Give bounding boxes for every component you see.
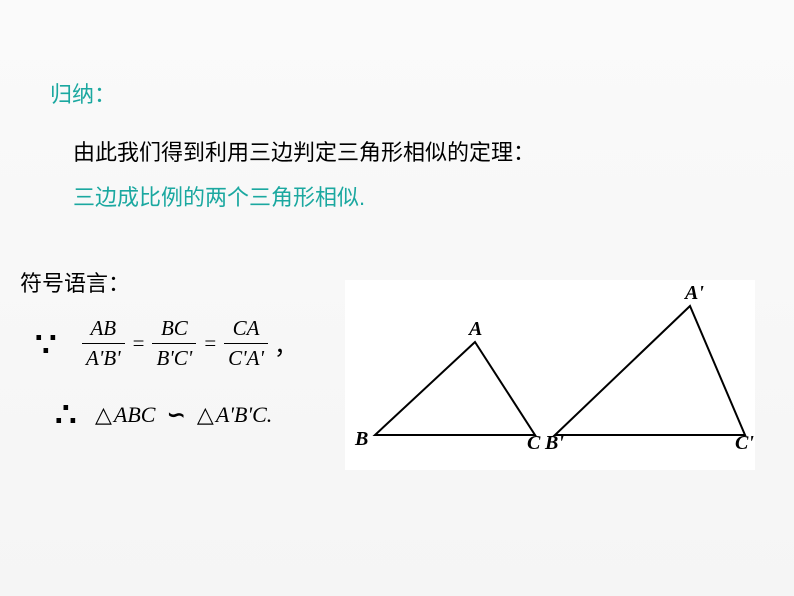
- fraction-1: AB A'B': [82, 316, 125, 371]
- equals-2: =: [204, 331, 216, 356]
- point-aprime-label: A': [685, 282, 704, 305]
- triangles-diagram: A B C A' B' C': [345, 280, 755, 470]
- frac1-numerator: AB: [86, 316, 120, 343]
- therefore-symbol: ∴: [55, 395, 77, 435]
- abc-label: ABC: [114, 402, 156, 427]
- ratio-equation: AB A'B' = BC B'C' = CA C'A' ，: [80, 316, 298, 371]
- fraction-3: CA C'A': [224, 316, 268, 371]
- point-bprime-label: B': [545, 432, 564, 455]
- conclusion-statement: △ABC ∽ △A'B'C.: [95, 402, 272, 428]
- frac3-numerator: CA: [229, 316, 264, 343]
- equals-1: =: [133, 331, 145, 356]
- theorem-statement: 三边成比例的两个三角形相似.: [73, 180, 365, 212]
- point-cprime-label: C': [735, 432, 754, 455]
- frac3-denominator: C'A': [224, 343, 268, 371]
- summary-header: 归纳：: [50, 77, 116, 109]
- point-b-label: B: [355, 428, 368, 451]
- aprime-label: A'B'C.: [216, 402, 272, 427]
- triangle-symbol-1: △: [95, 402, 112, 427]
- frac2-denominator: B'C': [152, 343, 196, 371]
- symbolic-language-label: 符号语言：: [20, 266, 130, 298]
- similar-symbol: ∽: [167, 402, 185, 428]
- frac1-denominator: A'B': [82, 343, 125, 371]
- intro-text: 由此我们得到利用三边判定三角形相似的定理：: [73, 135, 535, 167]
- because-symbol: ∵: [35, 325, 57, 365]
- triangle-aprime: [555, 306, 745, 435]
- fraction-2: BC B'C': [152, 316, 196, 371]
- frac2-numerator: BC: [157, 316, 192, 343]
- ratio-comma: ，: [274, 326, 298, 361]
- point-a-label: A: [469, 318, 482, 341]
- triangle-abc: [375, 342, 535, 435]
- point-c-label: C: [527, 432, 540, 455]
- triangle-symbol-2: △: [197, 402, 214, 427]
